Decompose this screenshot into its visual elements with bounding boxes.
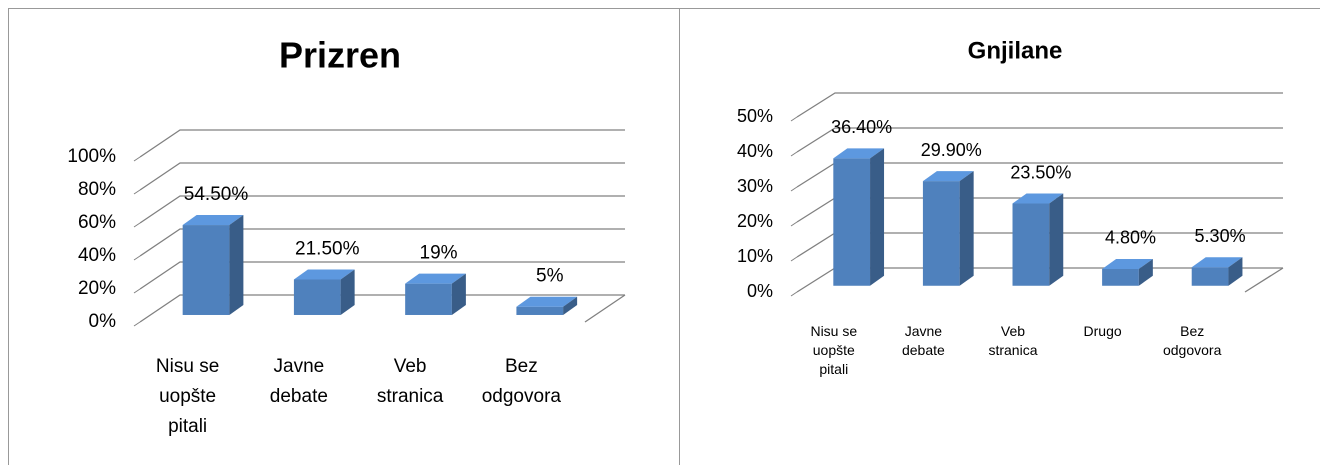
bar-top [1191,257,1243,268]
tick-mark [790,116,798,122]
bar-top [1102,258,1153,269]
bar-top [405,273,466,284]
floor-edge [1244,267,1284,293]
bar-side [1138,258,1153,286]
y-tick-label: 80% [78,179,116,200]
bar-side [1049,193,1064,286]
grid-line [139,228,625,257]
bar-side [451,273,466,315]
x-tick-label: Veb stranica [376,356,444,407]
bar-side [229,215,244,315]
bar [1102,268,1139,286]
y-tick-label: 0% [747,281,773,301]
x-tick-label: Bez odgovora [1162,323,1222,358]
data-label: 5% [536,266,564,287]
grid-line [139,129,625,158]
bar-top [182,215,244,226]
data-label: 36.40% [831,117,892,137]
grid-line [796,127,1283,153]
y-tick-label: 40% [737,141,773,161]
y-tick-label: 50% [737,106,773,126]
bar [833,158,871,286]
grid-line [139,162,625,191]
x-tick-label: Nisu se uopšte pitali [810,323,858,377]
tick-mark [790,256,798,262]
bar-top [516,296,578,307]
x-tick-label: Bez odgovora [481,356,561,407]
bar-side [870,148,885,286]
y-tick-label: 60% [78,212,116,233]
tick-mark [133,189,141,195]
y-tick-label: 100% [67,146,116,167]
data-label: 54.50% [184,184,249,205]
chart-title: Gnjilane [968,37,1063,64]
tick-mark [133,222,141,228]
data-label: 4.80% [1105,228,1156,248]
bar [405,283,452,315]
bar [182,225,230,315]
bar [1012,203,1050,286]
grid-line [139,195,625,224]
bar-side [340,269,355,315]
chart-title: Prizren [279,35,401,76]
bar [293,279,341,315]
bar-top [293,269,355,280]
grid-line [139,261,625,290]
data-label: 5.30% [1195,226,1246,246]
data-label: 19% [420,243,458,264]
tick-mark [133,321,141,327]
data-label: 29.90% [921,140,982,160]
tick-mark [133,156,141,162]
bar-side [563,296,578,315]
y-tick-label: 10% [737,246,773,266]
y-tick-label: 20% [78,278,116,299]
x-tick-label: Javne debate [269,356,328,407]
y-tick-label: 30% [737,176,773,196]
grid-line [796,92,1283,118]
chart-panel [680,8,1320,465]
tick-mark [790,186,798,192]
bar-top [833,148,885,159]
floor-edge [584,294,626,323]
chart-panel [8,8,680,465]
data-label: 21.50% [295,239,360,260]
bar-side [1228,257,1243,286]
bar-top [1012,193,1064,204]
y-tick-label: 40% [78,245,116,266]
grid-line [139,294,625,323]
bar-top [922,171,974,182]
bar [516,306,564,315]
y-tick-label: 20% [737,211,773,231]
tick-mark [133,288,141,294]
x-tick-label: Nisu se uopšte pitali [155,356,220,437]
y-tick-label: 0% [89,311,117,332]
tick-mark [790,291,798,297]
tick-mark [133,255,141,261]
x-tick-label: Veb stranica [988,323,1038,358]
x-tick-label: Drugo [1083,323,1122,339]
tick-mark [790,151,798,157]
x-tick-label: Javne debate [901,323,945,358]
bar-side [959,171,974,286]
data-label: 23.50% [1010,162,1071,182]
bar [1191,267,1229,286]
tick-mark [790,221,798,227]
bar [922,181,960,286]
